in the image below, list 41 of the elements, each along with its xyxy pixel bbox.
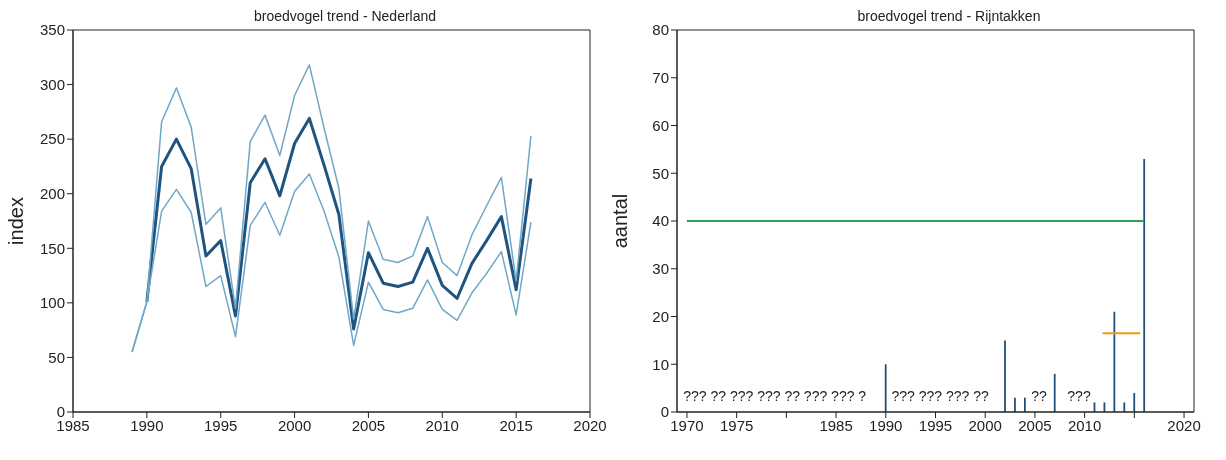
chart-title: broedvogel trend - Rijntakken <box>856 8 1042 24</box>
x-tick-label: 1995 <box>204 416 238 434</box>
y-tick-label: 20 <box>652 307 669 325</box>
x-tick-label: 2015 <box>499 416 533 434</box>
annotation: ??? ??? ??? ?? <box>891 388 989 404</box>
y-tick-label: 350 <box>39 21 65 39</box>
y-tick-label: 80 <box>652 21 669 39</box>
x-tick-label: 2005 <box>1018 416 1052 434</box>
y-tick-label: 0 <box>660 403 669 421</box>
y-axis-title: index <box>5 197 28 245</box>
y-tick-label: 50 <box>652 164 669 182</box>
x-tick-label: 1995 <box>918 416 953 434</box>
x-tick-label: 1975 <box>719 416 754 434</box>
x-tick-label: 2000 <box>277 416 312 434</box>
y-tick-label: 70 <box>652 69 669 87</box>
x-tick-label: 2010 <box>425 416 459 434</box>
x-tick-label: 2020 <box>1167 416 1201 434</box>
x-tick-label: 2005 <box>351 416 386 434</box>
x-tick-label: 2020 <box>573 416 607 434</box>
x-tick-label: 1990 <box>869 416 903 434</box>
y-tick-label: 40 <box>652 212 669 230</box>
y-tick-label: 200 <box>39 185 65 203</box>
y-tick-label: 30 <box>652 260 669 278</box>
annotation: ??? <box>1067 388 1091 404</box>
line-series <box>145 116 533 331</box>
annotation: ??? ?? ??? ??? ?? ??? ??? ? <box>683 388 867 404</box>
y-tick-label: 150 <box>39 239 65 257</box>
y-tick-label: 100 <box>39 294 65 312</box>
annotation: ?? <box>1031 388 1047 404</box>
y-tick-label: 10 <box>652 355 669 373</box>
chart-title: broedvogel trend - Nederland <box>252 8 438 24</box>
x-tick-label: 1985 <box>819 416 853 434</box>
y-axis-title: aantal <box>609 193 632 249</box>
x-tick-label: 2010 <box>1067 416 1102 434</box>
y-tick-label: 300 <box>39 75 65 93</box>
y-tick-label: 250 <box>39 130 65 148</box>
y-tick-label: 60 <box>652 116 669 134</box>
y-tick-label: 50 <box>48 348 65 366</box>
x-tick-label: 2000 <box>968 416 1002 434</box>
x-tick-label: 1970 <box>670 416 704 434</box>
x-tick-label: 1990 <box>130 416 164 434</box>
